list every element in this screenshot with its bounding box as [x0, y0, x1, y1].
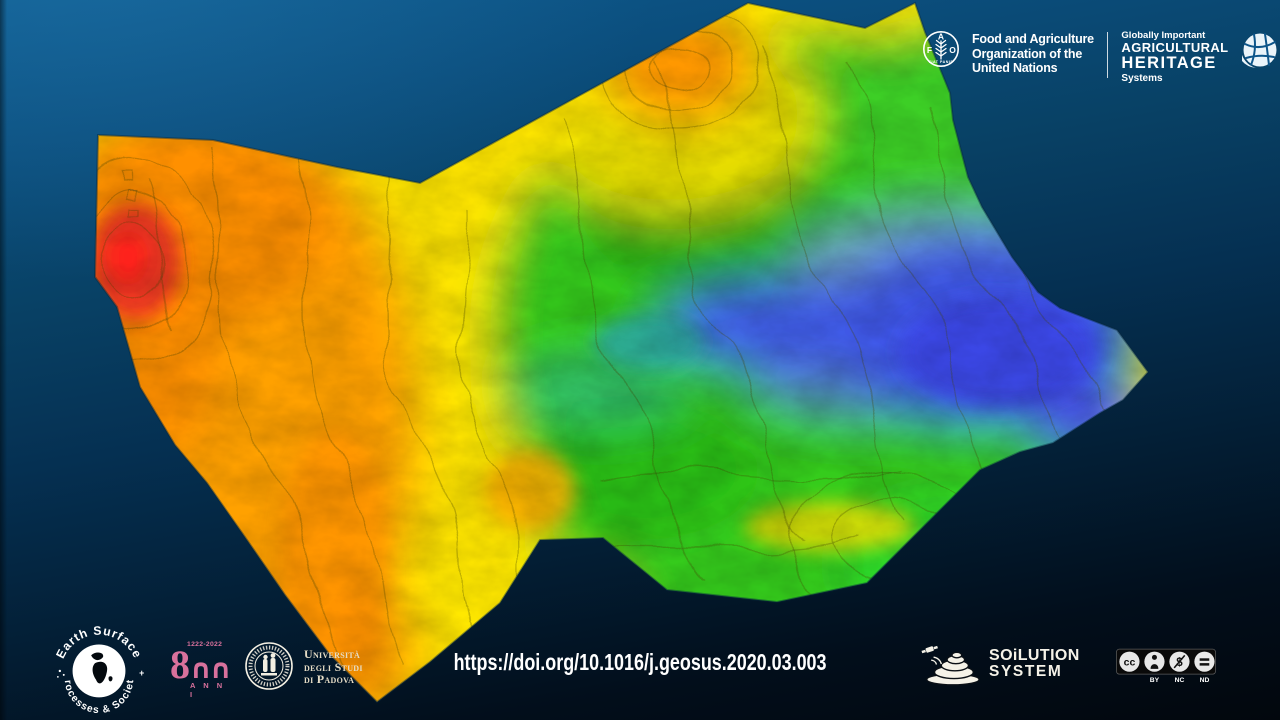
- giahs-word-systems: Systems: [1121, 73, 1163, 84]
- doi-text: https://doi.org/10.1016/j.geosus.2020.03…: [453, 649, 827, 675]
- padova-800-years-logo: 1222-2022 8∩∩ A N N I Università degli S…: [170, 641, 363, 699]
- header-logos: F A O FIAT PANIS Food and Agriculture Or…: [921, 29, 1280, 85]
- uni-line2: degli Studi: [304, 659, 363, 674]
- padova-anni: A N N I: [190, 681, 226, 699]
- terraced-hill-satellite-icon: [921, 645, 980, 686]
- logo-divider: [1106, 32, 1109, 78]
- terrain-outline: [93, 1, 1150, 704]
- fao-org-name: Food and Agriculture Organization of the…: [972, 29, 1094, 76]
- cc-by-icon: [1144, 651, 1165, 672]
- fao-org-line2: Organization of the: [972, 46, 1083, 61]
- uni-line1: Università: [304, 647, 361, 662]
- cc-label-nc: NC: [1175, 677, 1185, 684]
- soilution-wordmark: SOiLUTION SYSTEM: [989, 646, 1080, 681]
- giahs-globe-hand-icon: [1241, 33, 1277, 68]
- padova-eight: 8: [170, 642, 190, 687]
- earth-surface-society-logo: Earth Surface Processes & Society +: [52, 621, 144, 716]
- padova-800-mark: 1222-2022 8∩∩ A N N I: [170, 641, 234, 699]
- svg-text:cc: cc: [1124, 657, 1136, 669]
- doi-citation: https://doi.org/10.1016/j.geosus.2020.03…: [0, 649, 1280, 676]
- wheat-icon: [935, 39, 947, 60]
- cc-nd-icon: [1194, 651, 1215, 672]
- padova-years: 1222-2022: [187, 641, 223, 648]
- cc-label-by: BY: [1150, 677, 1160, 684]
- padova-university-name: Università degli Studi di Padova: [304, 648, 363, 686]
- cc-icon: cc: [1119, 651, 1140, 672]
- cc-label-nd: ND: [1200, 677, 1210, 684]
- fao-motto: FIAT PANIS: [929, 60, 954, 64]
- fao-letter-a: A: [938, 32, 944, 42]
- soilution-system-logo: SOiLUTION SYSTEM: [920, 641, 1080, 687]
- fao-letter-o: O: [949, 45, 956, 55]
- giahs-tagline: Globally Important: [1121, 30, 1206, 41]
- fao-org-line1: Food and Agriculture: [972, 32, 1094, 46]
- plus-decoration: +: [139, 668, 144, 678]
- soilution-system: SYSTEM: [989, 663, 1063, 681]
- giahs-word-heritage: HERITAGE: [1121, 54, 1217, 72]
- giahs-word-agricultural: AGRICULTURAL: [1121, 40, 1229, 55]
- creative-commons-license-badge: cc $ BY NC ND: [1116, 648, 1216, 684]
- uni-line3: di Padova: [304, 672, 355, 687]
- padova-university-seal-icon: [245, 642, 293, 690]
- giahs-wordmark: Globally Important AGRICULTURAL HERITAGE…: [1121, 29, 1228, 85]
- padova-double-o: ∩∩: [190, 654, 232, 685]
- fao-logo-icon: F A O FIAT PANIS: [922, 30, 960, 68]
- svg-text:$: $: [1176, 657, 1183, 669]
- fao-letter-f: F: [927, 45, 932, 55]
- fao-org-line3: United Nations: [972, 61, 1058, 75]
- cc-nc-icon: $: [1169, 651, 1190, 672]
- soilution-name: SOiLUTION: [989, 646, 1080, 664]
